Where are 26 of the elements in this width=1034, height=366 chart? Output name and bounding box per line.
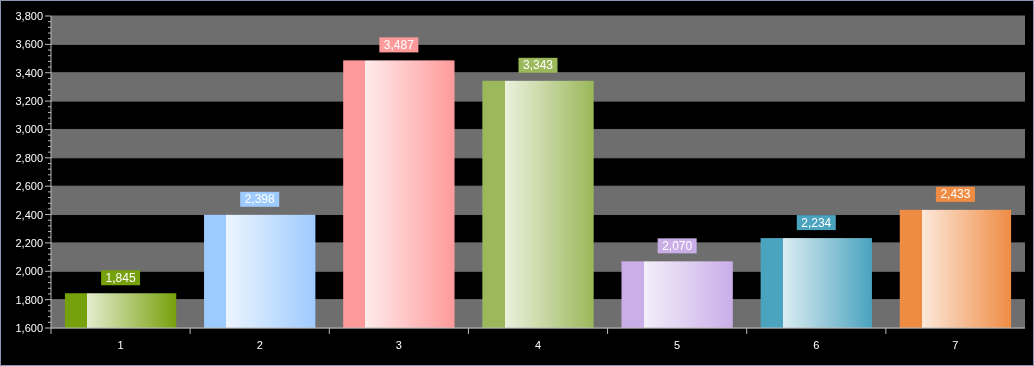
- y-tick-label: 1,800: [15, 293, 43, 306]
- x-tick-label: 3: [395, 339, 402, 351]
- y-tick-label: 3,600: [15, 38, 43, 51]
- y-tick-label: 3,000: [15, 123, 43, 136]
- y-tick-label: 2,000: [15, 265, 43, 278]
- y-tick-label: 1,600: [15, 322, 43, 334]
- x-tick-label: 6: [813, 339, 820, 351]
- y-tick-label: 3,800: [15, 10, 43, 22]
- data-label: 2,070: [662, 238, 693, 253]
- data-label: 3,487: [383, 37, 415, 52]
- y-tick-label: 2,400: [15, 208, 43, 221]
- data-label: 2,398: [244, 192, 276, 207]
- y-tick-label: 2,200: [15, 236, 43, 249]
- y-tick-label: 2,800: [15, 151, 43, 164]
- data-label: 3,343: [522, 58, 554, 73]
- x-tick-label: 2: [256, 339, 263, 351]
- x-tick-label: 4: [534, 339, 542, 351]
- x-tick-label: 1: [117, 339, 124, 351]
- data-label: 1,845: [105, 270, 136, 285]
- x-tick-label: 5: [674, 339, 681, 351]
- y-tick-label: 3,200: [15, 95, 43, 108]
- y-tick-label: 2,600: [15, 180, 43, 193]
- y-tick-label: 3,400: [15, 66, 43, 79]
- data-label: 2,234: [801, 215, 832, 230]
- x-tick-label: 7: [952, 339, 959, 351]
- data-label: 2,433: [940, 187, 971, 202]
